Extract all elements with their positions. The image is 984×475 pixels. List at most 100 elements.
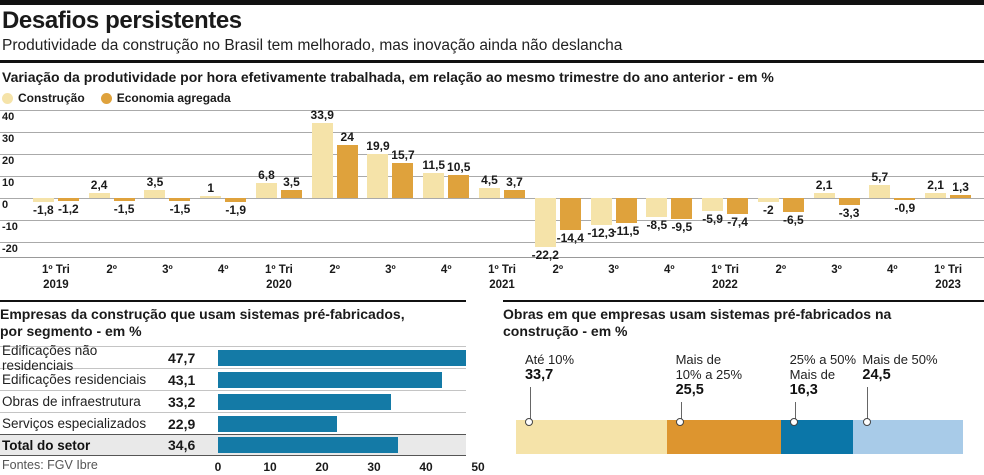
bar-construcao (534, 197, 556, 247)
bar-economia (392, 163, 414, 198)
x-tick-label: 30 (367, 460, 381, 474)
leader-line (680, 402, 682, 420)
row-bar (218, 393, 391, 410)
bar-value-label: 10,5 (447, 159, 471, 174)
bar-value-label: -14,4 (556, 230, 584, 245)
x-tick-year: 2022 (712, 279, 738, 291)
annotation-label: 10% a 25% (675, 367, 743, 382)
bar-construcao (813, 193, 835, 198)
leader-line (794, 402, 796, 420)
segment-chart-title: Empresas da construção que usam sistemas… (0, 306, 466, 340)
x-tick-quarter: 3º (385, 264, 396, 276)
works-chart-title: Obras em que empresas usam sistemas pré-… (503, 306, 984, 340)
x-tick-quarter: 2º (329, 264, 341, 276)
table-row: Obras de infraestrutura 33,2 (0, 391, 466, 413)
bar-value-label: -1,5 (113, 202, 135, 217)
x-tick-label: 3º (608, 263, 619, 278)
bar-value-label: 2,1 (815, 178, 833, 193)
x-tick-year: 2023 (935, 279, 961, 291)
bar-economia (448, 174, 470, 198)
x-tick-label: 2º (552, 263, 563, 278)
leader-line (529, 387, 531, 420)
annotation: Mais de 10% a 25% 25,5 (675, 352, 743, 426)
bar-value-label: 24 (340, 130, 354, 145)
bar-construcao (144, 190, 166, 198)
stacked-segment (853, 420, 963, 454)
works-chart-title-line2: construção - em % (503, 323, 628, 339)
row-label: Serviços especializados (2, 416, 147, 431)
x-tick-year: 2019 (43, 279, 69, 291)
annotation-label: Até 10% (524, 352, 575, 367)
table-row: Edificações residenciais 43,1 (0, 369, 466, 391)
row-label: Edificações residenciais (2, 372, 147, 387)
bar-value-label: 2,1 (927, 178, 944, 193)
bar-construcao (479, 188, 500, 198)
x-tick-quarter: 4º (663, 264, 675, 276)
x-tick-quarter: 2º (106, 264, 117, 276)
y-tick-label: 0 (2, 198, 9, 211)
bar-economia (559, 197, 581, 230)
x-tick-quarter: 1º Tri (488, 264, 516, 276)
bar-economia (113, 197, 135, 202)
bar-construcao (255, 183, 277, 198)
bar-value-label: -0,9 (894, 200, 916, 215)
x-tick-label: 1º Tri 2023 (934, 263, 962, 293)
table-row: Serviços especializados 22,9 (0, 413, 466, 435)
row-bar (217, 349, 466, 366)
annotation-label: Mais de (789, 367, 836, 382)
x-tick-label: 4º (664, 263, 675, 278)
annotation: Mais de 50% 24,5 (862, 352, 938, 426)
bar-value-label: -1,9 (225, 203, 247, 218)
bar-economia (671, 197, 693, 219)
x-tick-year: 2020 (266, 279, 292, 291)
row-value: 47,7 (167, 349, 196, 366)
x-tick-label: 10 (263, 460, 277, 474)
bar-value-label: 1 (207, 180, 215, 195)
bar-value-label: -12,3 (587, 226, 615, 240)
bar-construcao (869, 185, 891, 198)
bar-value-label: -1,5 (169, 202, 191, 217)
stacked-bar-annotations: Até 10% 33,7 Mais de 10% a 25% 25,5 25% a 50%… (516, 352, 963, 426)
y-tick-label: 10 (2, 176, 15, 189)
leader-dot (862, 418, 871, 426)
bar-value-label: -3,3 (838, 206, 860, 221)
x-tick-quarter: 2º (775, 264, 787, 276)
x-tick-label: 2º (776, 263, 787, 278)
row-label: Edificações não residenciais (2, 342, 98, 373)
stacked-bar-chart: Até 10% 33,7 Mais de 10% a 25% 25,5 25% a 50%… (516, 352, 963, 454)
x-tick-quarter: 1º Tri (265, 264, 293, 276)
x-tick-quarter: 2º (552, 264, 564, 276)
segment-bar-table: Edificações não residenciais 47,7 Edificaç… (0, 343, 466, 456)
bar-value-label: 3,5 (146, 175, 164, 190)
header-divider (0, 60, 984, 63)
x-tick-quarter: 3º (608, 264, 619, 276)
bar-value-label: 33,9 (310, 108, 334, 123)
bar-value-label: 4,5 (481, 173, 498, 188)
bar-value-label: 2,4 (90, 177, 108, 192)
x-tick-label: 1º Tri 2021 (488, 263, 516, 293)
bar-construcao (757, 197, 779, 203)
x-tick-label: 4º (887, 263, 898, 278)
bar-economia (504, 189, 525, 198)
legend-item-construcao: Construção (2, 91, 85, 105)
page-subtitle: Produtividade da construção no Brasil te… (2, 37, 623, 54)
bar-economia (950, 195, 972, 198)
bar-economia (727, 197, 749, 215)
x-tick-quarter: 1º Tri (934, 264, 963, 276)
annotation-label: Mais de (675, 352, 722, 367)
row-value: 34,6 (168, 437, 196, 453)
leader-line (867, 387, 869, 420)
table-row: Edificações não residenciais 47,7 (0, 343, 466, 373)
x-tick-label: 1º Tri 2020 (265, 263, 293, 293)
legend-label-construcao: Construção (18, 91, 85, 105)
x-tick-label: 50 (471, 460, 485, 474)
bar-value-label: -6,5 (782, 213, 804, 228)
bar-construcao (646, 197, 668, 217)
y-tick-label: -10 (2, 220, 18, 233)
annotation-label: Mais de 50% (862, 352, 938, 367)
leader-dot (790, 418, 799, 426)
bar-economia (894, 197, 916, 200)
bar-value-label: -11,5 (612, 224, 640, 239)
segment-section-rule (0, 300, 466, 302)
stacked-bar (516, 420, 963, 454)
